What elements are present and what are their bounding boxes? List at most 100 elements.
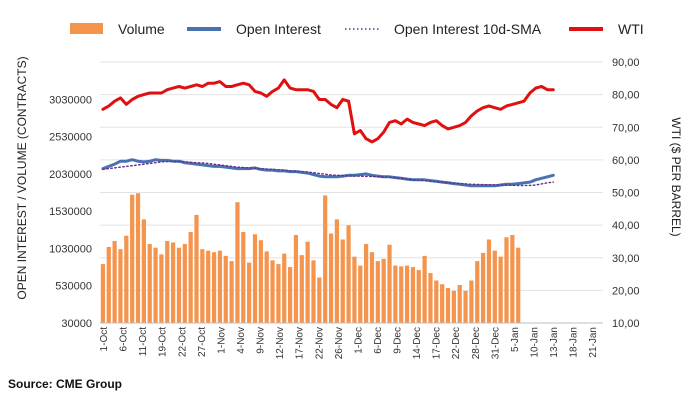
volume-bar xyxy=(153,247,158,323)
y-tick-left: 530000 xyxy=(55,281,92,293)
volume-bar xyxy=(141,219,146,323)
x-tick-label: 22-Dec xyxy=(451,327,462,359)
y-tick-left: 3030000 xyxy=(49,94,92,106)
x-tick-label: 27-Oct xyxy=(197,327,208,357)
volume-bar xyxy=(393,265,398,323)
volume-bar xyxy=(399,266,404,323)
y-tick-left: 2030000 xyxy=(49,169,92,181)
right-y-axis: 90,00 80,00 70,00 60,00 50,00 40,00 30,00 20,00… xyxy=(612,57,640,330)
y-tick-right: 90,00 xyxy=(612,57,640,69)
volume-bar xyxy=(206,250,211,323)
volume-bar xyxy=(422,255,427,323)
volume-bar xyxy=(451,290,456,323)
left-axis-title: OPEN INTEREST / VOLUME (CONTRACTS) xyxy=(15,56,29,299)
volume-bar xyxy=(480,252,486,323)
volume-bar xyxy=(282,253,287,323)
x-tick-label: 13-Jan xyxy=(549,327,560,358)
volume-bar xyxy=(463,290,468,323)
volume-bar xyxy=(340,239,345,323)
x-tick-label: 31-Dec xyxy=(490,327,501,359)
volume-bar xyxy=(381,258,386,323)
volume-bar xyxy=(375,261,380,323)
volume-bar xyxy=(252,234,258,323)
volume-bar xyxy=(124,235,129,323)
volume-bar xyxy=(416,270,421,323)
volume-bar xyxy=(358,265,363,323)
left-y-axis: 3030000 2530000 2030000 1530000 1030000 53000… xyxy=(49,94,92,330)
volume-bar xyxy=(147,243,152,323)
series-lines xyxy=(101,78,555,188)
y-tick-right: 60,00 xyxy=(612,155,640,167)
y-tick-right: 40,00 xyxy=(612,220,640,232)
volume-bar xyxy=(410,267,416,323)
volume-bars xyxy=(100,193,521,323)
volume-bar xyxy=(293,235,299,323)
volume-bar xyxy=(270,260,275,323)
x-tick-label: 4-Nov xyxy=(236,327,247,354)
volume-bar xyxy=(194,214,199,323)
volume-bar xyxy=(171,242,176,323)
x-tick-label: 26-Nov xyxy=(334,327,345,359)
x-tick-label: 14-Dec xyxy=(412,327,423,359)
volume-bar xyxy=(100,264,106,323)
volume-bar xyxy=(118,249,123,323)
volume-bar xyxy=(328,233,334,323)
volume-bar xyxy=(176,247,182,323)
volume-bar xyxy=(469,280,474,323)
volume-bar xyxy=(352,256,357,323)
volume-bar xyxy=(486,239,492,323)
x-tick-label: 17-Dec xyxy=(432,327,443,359)
volume-bar xyxy=(287,267,293,323)
volume-bar xyxy=(305,241,310,323)
volume-bar xyxy=(106,246,111,323)
volume-bar xyxy=(258,240,263,323)
volume-bar xyxy=(475,261,480,323)
volume-bar xyxy=(364,243,369,323)
x-tick-label: 5-Jan xyxy=(510,327,521,352)
x-tick-label: 11-Oct xyxy=(138,327,149,356)
volume-bar xyxy=(323,195,328,323)
volume-bar xyxy=(317,277,322,323)
volume-bar xyxy=(200,249,205,323)
x-tick-label: 10-Jan xyxy=(530,327,541,358)
volume-bar xyxy=(229,261,234,323)
open-interest-line xyxy=(101,158,555,188)
open-interest-sma-line xyxy=(102,160,554,187)
volume-bar xyxy=(264,251,269,323)
volume-bar xyxy=(369,252,375,323)
y-tick-right: 20,00 xyxy=(612,285,640,297)
volume-bar xyxy=(217,250,223,323)
volume-bar xyxy=(434,280,439,323)
y-tick-left: 1530000 xyxy=(49,206,92,218)
y-tick-left: 2530000 xyxy=(49,132,92,144)
volume-bar xyxy=(504,237,509,323)
legend: Volume Open Interest Open Interest 10d-S… xyxy=(70,21,644,37)
legend-label-oi-sma: Open Interest 10d-SMA xyxy=(394,21,542,37)
volume-bar xyxy=(241,232,246,323)
legend-label-wti: WTI xyxy=(618,21,644,37)
volume-bar xyxy=(445,287,451,323)
y-tick-right: 80,00 xyxy=(612,90,640,102)
x-tick-label: 1-Dec xyxy=(353,327,364,354)
y-tick-right: 70,00 xyxy=(612,122,640,134)
x-tick-label: 18-Jan xyxy=(569,327,580,358)
volume-bar xyxy=(492,250,497,323)
volume-bar xyxy=(428,273,433,323)
legend-label-volume: Volume xyxy=(118,21,165,37)
x-axis: 1-Oct 6-Oct 11-Oct 19-Oct 22-Oct 27-Oct 1-Nov 4… xyxy=(99,327,599,359)
volume-bar xyxy=(188,232,193,323)
legend-swatch-volume xyxy=(70,23,103,34)
volume-bar xyxy=(510,235,515,323)
volume-bar xyxy=(235,202,240,323)
x-tick-label: 6-Oct xyxy=(119,327,130,352)
volume-bar xyxy=(112,240,117,323)
x-tick-label: 17-Nov xyxy=(295,327,306,359)
volume-bar xyxy=(516,247,521,323)
volume-bar xyxy=(498,256,503,323)
volume-bar xyxy=(346,225,351,323)
volume-bar xyxy=(182,243,187,323)
volume-bar xyxy=(404,265,410,323)
x-tick-label: 22-Oct xyxy=(177,327,188,357)
volume-bar xyxy=(165,240,170,323)
